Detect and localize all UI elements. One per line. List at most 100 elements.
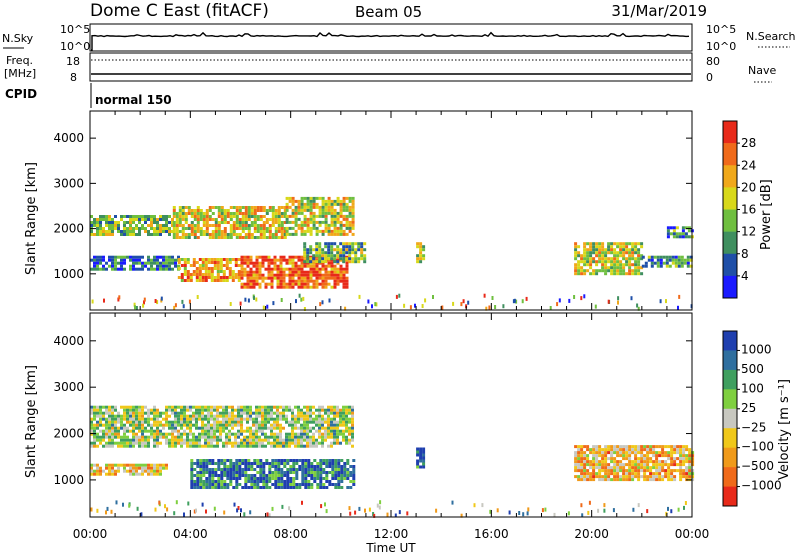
data-cell: [99, 423, 102, 427]
data-cell: [156, 300, 159, 305]
data-cell: [114, 469, 117, 473]
data-cell: [96, 258, 99, 262]
data-cell: [291, 202, 295, 206]
data-cell: [631, 478, 635, 482]
data-cell: [136, 506, 139, 511]
data-cell: [643, 478, 647, 482]
data-cell: [216, 279, 220, 282]
data-cell: [613, 466, 617, 470]
data-cell: [336, 251, 340, 255]
data-cell: [291, 214, 295, 218]
data-cell: [379, 500, 382, 505]
data-cell: [604, 475, 608, 479]
data-cell: [628, 257, 632, 261]
data-cell: [318, 267, 322, 271]
data-cell: [213, 279, 217, 282]
data-cell: [138, 233, 141, 236]
data-cell: [282, 282, 286, 286]
data-cell: [156, 441, 159, 445]
data-cell: [689, 258, 693, 262]
data-cell: [153, 463, 156, 467]
data-cell: [274, 465, 278, 468]
beam-label: Beam 05: [355, 3, 422, 21]
data-cell: [123, 414, 126, 418]
data-cell: [144, 463, 147, 467]
data-cell: [220, 215, 224, 218]
data-cell: [247, 212, 251, 215]
data-cell: [601, 260, 605, 264]
data-cell: [93, 224, 96, 227]
data-cell: [180, 438, 183, 442]
data-cell: [262, 224, 266, 227]
data-cell: [667, 469, 671, 473]
data-cell: [336, 429, 339, 433]
data-cell: [262, 486, 266, 489]
data-cell: [241, 459, 245, 462]
data-cell: [129, 230, 132, 233]
data-cell: [419, 254, 423, 258]
data-cell: [186, 270, 190, 273]
data-cell: [153, 435, 156, 439]
data-cell: [126, 230, 129, 233]
data-cell: [670, 509, 673, 514]
data-cell: [129, 469, 132, 473]
data-cell: [294, 438, 297, 442]
data-cell: [628, 254, 632, 258]
data-cell: [153, 444, 156, 448]
data-cell: [658, 451, 662, 455]
data-cell: [270, 414, 273, 418]
data-cell: [321, 426, 324, 430]
data-cell: [309, 426, 312, 430]
data-cell: [208, 462, 212, 465]
data-cell: [114, 432, 117, 436]
data-cell: [226, 465, 230, 468]
data-cell: [646, 457, 650, 461]
data-cell: [110, 509, 113, 514]
data-cell: [679, 475, 683, 479]
data-cell: [301, 477, 305, 480]
data-cell: [285, 408, 288, 412]
data-cell: [246, 408, 249, 412]
data-cell: [129, 267, 132, 271]
data-cell: [186, 417, 189, 421]
data-cell: [271, 224, 275, 227]
data-cell: [661, 451, 665, 455]
data-cell: [583, 251, 587, 255]
data-cell: [238, 227, 242, 230]
data-cell: [262, 221, 266, 224]
data-cell: [105, 411, 108, 415]
data-cell: [337, 462, 341, 465]
data-cell: [652, 478, 656, 482]
data-cell: [419, 251, 423, 255]
data-cell: [135, 426, 138, 430]
data-cell: [631, 269, 635, 273]
data-cell: [181, 233, 185, 236]
data-cell: [228, 273, 232, 276]
data-cell: [195, 270, 199, 273]
data-cell: [276, 264, 280, 268]
data-cell: [232, 474, 236, 477]
data-cell: [419, 459, 423, 463]
data-cell: [679, 460, 683, 464]
data-cell: [307, 459, 311, 462]
data-cell: [165, 230, 168, 233]
data-cell: [589, 272, 593, 276]
data-cell: [259, 209, 263, 212]
data-cell: [178, 209, 182, 212]
y-tick-label: 2000: [53, 222, 84, 236]
data-cell: [207, 429, 210, 433]
data-cell: [325, 459, 329, 462]
data-cell: [339, 417, 342, 421]
data-cell: [351, 214, 355, 218]
data-cell: [198, 426, 201, 430]
data-cell: [306, 273, 310, 277]
data-cell: [211, 477, 215, 480]
data-cell: [247, 230, 251, 233]
data-cell: [315, 251, 319, 255]
data-cell: [120, 423, 123, 427]
data-cell: [416, 260, 420, 264]
data-cell: [673, 469, 677, 473]
data-cell: [631, 445, 635, 449]
data-cell: [168, 261, 171, 265]
colorbar-swatch: [723, 486, 737, 507]
